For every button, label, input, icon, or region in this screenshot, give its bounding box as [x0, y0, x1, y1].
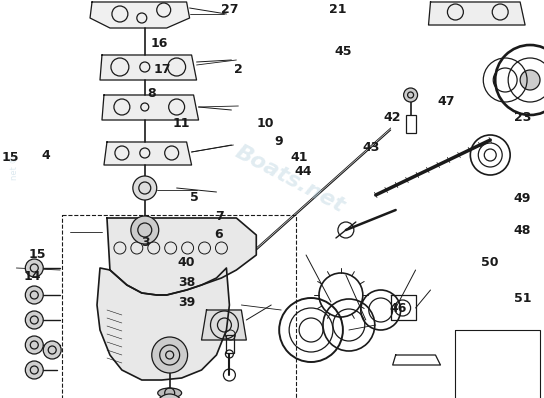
- Text: 6: 6: [215, 228, 224, 241]
- Text: 50: 50: [481, 256, 499, 269]
- Bar: [140, 178, 150, 183]
- Bar: [226, 335, 234, 353]
- Circle shape: [26, 311, 43, 329]
- Circle shape: [133, 176, 157, 200]
- Circle shape: [131, 216, 159, 244]
- Polygon shape: [100, 55, 196, 80]
- Text: 40: 40: [178, 256, 195, 269]
- Circle shape: [26, 286, 43, 304]
- Circle shape: [43, 341, 61, 359]
- Circle shape: [404, 88, 418, 102]
- Text: 23: 23: [514, 111, 531, 124]
- Text: 48: 48: [514, 224, 531, 237]
- Circle shape: [152, 337, 188, 373]
- Text: 4: 4: [41, 149, 50, 162]
- Circle shape: [26, 259, 43, 277]
- Polygon shape: [97, 268, 230, 380]
- Text: 21: 21: [330, 4, 347, 16]
- Text: 47: 47: [438, 95, 455, 108]
- Polygon shape: [429, 2, 525, 25]
- Text: 42: 42: [384, 111, 401, 124]
- Circle shape: [520, 70, 540, 90]
- Text: 38: 38: [178, 276, 195, 289]
- Circle shape: [156, 394, 184, 398]
- Circle shape: [26, 361, 43, 379]
- Circle shape: [26, 336, 43, 354]
- Text: 7: 7: [215, 211, 224, 223]
- Polygon shape: [90, 2, 190, 28]
- Text: 15: 15: [29, 248, 46, 261]
- Text: 15: 15: [2, 151, 19, 164]
- Text: 51: 51: [514, 292, 531, 305]
- Text: 11: 11: [172, 117, 190, 130]
- Polygon shape: [102, 95, 199, 120]
- Text: 41: 41: [290, 151, 308, 164]
- Text: 16: 16: [151, 37, 168, 50]
- Bar: [406, 115, 416, 133]
- Polygon shape: [107, 218, 256, 295]
- Text: 39: 39: [178, 296, 195, 309]
- Text: Boats.net: Boats.net: [231, 142, 348, 217]
- Text: 3: 3: [141, 236, 150, 249]
- Text: 45: 45: [335, 45, 353, 58]
- Text: 9: 9: [274, 135, 283, 148]
- Polygon shape: [201, 310, 246, 340]
- Text: 27: 27: [221, 4, 239, 16]
- Bar: [455, 330, 540, 398]
- Text: 14: 14: [23, 270, 41, 283]
- Bar: [62, 215, 296, 398]
- Text: 5: 5: [190, 191, 199, 203]
- Text: 46: 46: [389, 302, 406, 315]
- Text: net ©: net ©: [10, 155, 19, 179]
- Text: 17: 17: [153, 63, 171, 76]
- Text: 8: 8: [147, 87, 156, 100]
- Text: 2: 2: [233, 63, 243, 76]
- Text: 10: 10: [256, 117, 274, 130]
- Text: 49: 49: [514, 193, 531, 205]
- Ellipse shape: [158, 388, 182, 398]
- Polygon shape: [104, 142, 191, 165]
- Text: 44: 44: [294, 165, 312, 178]
- Text: 43: 43: [362, 141, 379, 154]
